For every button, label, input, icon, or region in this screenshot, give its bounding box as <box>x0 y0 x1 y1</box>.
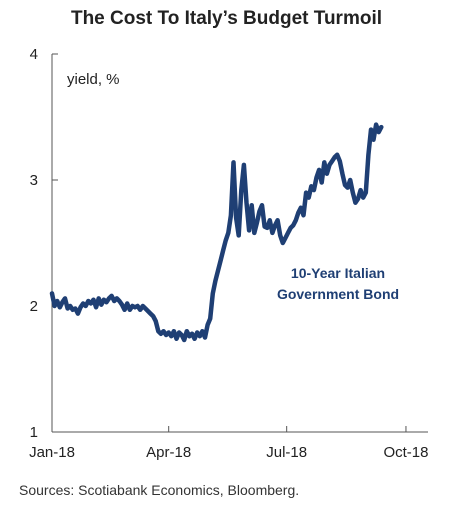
chart-ticks: 1 2 3 4 Jan-18 Apr-18 Jul-18 Oct-18 <box>29 46 428 461</box>
x-tick-label: Jul-18 <box>266 444 307 461</box>
y-tick-label: 3 <box>30 172 38 189</box>
y-tick-label: 1 <box>30 424 38 441</box>
x-tick-label: Oct-18 <box>383 444 428 461</box>
x-tick-label: Apr-18 <box>146 444 191 461</box>
series-line-10y-italian-bond <box>49 122 384 343</box>
y-tick-label: 4 <box>30 46 38 63</box>
y-axis-label: yield, % <box>67 71 120 88</box>
chart-title: The Cost To Italy’s Budget Turmoil <box>70 8 383 29</box>
series-annotation-line1: 10-Year Italian <box>291 265 385 281</box>
y-tick-label: 2 <box>30 298 38 315</box>
series-annotation-line2: Government Bond <box>277 286 399 302</box>
source-note: Sources: Scotiabank Economics, Bloomberg… <box>19 482 300 498</box>
chart-axes <box>51 54 428 433</box>
x-tick-label: Jan-18 <box>29 444 75 461</box>
